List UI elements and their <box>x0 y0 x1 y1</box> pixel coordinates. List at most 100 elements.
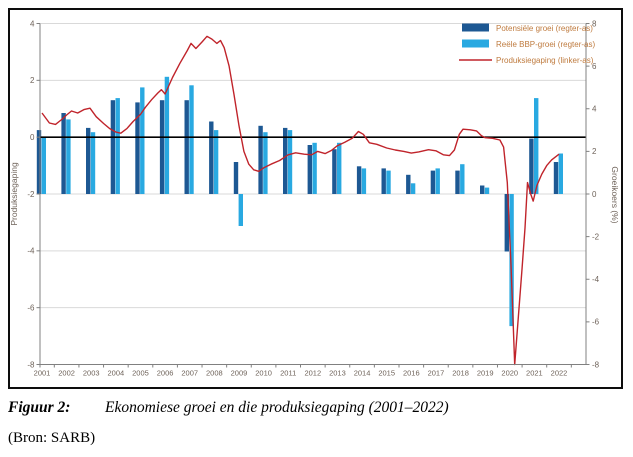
bar-reele-bbp-groei-2020 <box>509 194 514 327</box>
x-tick-label-2010: 2010 <box>255 369 272 378</box>
x-tick-label-2005: 2005 <box>132 369 149 378</box>
bar-reele-bbp-groei-2006 <box>164 76 170 194</box>
x-tick-label-2014: 2014 <box>354 369 371 378</box>
legend-label: Potensiële groei (regter-as) <box>496 24 593 33</box>
right-tick-label: -6 <box>592 318 600 327</box>
x-tick-label-2007: 2007 <box>181 369 198 378</box>
x-tick-label-2003: 2003 <box>83 369 100 378</box>
bar-reele-bbp-groei-2022 <box>558 153 563 194</box>
bar-reele-bbp-groei-2017 <box>435 168 440 194</box>
legend-swatch <box>462 39 489 48</box>
bar-potensiele-groei-2004 <box>110 100 116 194</box>
bar-potensiele-groei-2019 <box>480 185 485 194</box>
figure-caption: Figuur 2: Ekonomiese groei en die produks… <box>8 399 625 417</box>
left-tick-label: -8 <box>27 360 35 369</box>
figure-caption-label: Figuur 2: <box>8 399 71 416</box>
bar-potensiele-groei-2002 <box>61 113 66 194</box>
bar-reele-bbp-groei-2014 <box>361 168 367 194</box>
bar-potensiele-groei-2022 <box>553 162 559 194</box>
bar-reele-bbp-groei-2010 <box>263 132 268 194</box>
bar-reele-bbp-groei-2021 <box>534 98 539 194</box>
x-tick-label-2013: 2013 <box>329 369 346 378</box>
left-tick-label: -6 <box>27 303 35 312</box>
x-tick-label-2018: 2018 <box>452 369 469 378</box>
x-tick-label-2012: 2012 <box>304 369 321 378</box>
left-axis-title: Produksiegaping <box>10 162 19 226</box>
bar-reele-bbp-groei-2011 <box>287 130 293 194</box>
bar-potensiele-groei-2012 <box>307 145 312 194</box>
bar-potensiele-groei-2010 <box>258 125 263 194</box>
bar-potensiele-groei-2003 <box>86 127 91 194</box>
bar-potensiele-groei-2017 <box>430 170 436 194</box>
bar-reele-bbp-groei-2015 <box>386 170 391 194</box>
right-tick-label: 0 <box>592 190 597 199</box>
left-tick-label: 2 <box>30 76 35 85</box>
legend-label: Produksiegaping (linker-as) <box>496 56 594 65</box>
x-tick-label-2004: 2004 <box>108 369 125 378</box>
x-tick-label-2019: 2019 <box>477 369 494 378</box>
bar-potensiele-groei-2014 <box>356 166 362 194</box>
x-tick-label-2016: 2016 <box>403 369 420 378</box>
bar-reele-bbp-groei-2002 <box>66 119 71 194</box>
x-tick-label-2006: 2006 <box>157 369 174 378</box>
left-tick-label: 4 <box>30 19 35 28</box>
x-tick-label-2020: 2020 <box>501 369 518 378</box>
right-axis-title: Groeikoers (%) <box>610 166 620 223</box>
x-tick-label-2015: 2015 <box>378 369 395 378</box>
bar-reele-bbp-groei-2019 <box>484 187 490 194</box>
bar-potensiele-groei-2021 <box>529 138 534 194</box>
left-tick-label: 0 <box>30 133 35 142</box>
bar-reele-bbp-groei-2009 <box>238 194 243 226</box>
legend-swatch <box>462 23 489 32</box>
legend-item: Potensiële groei (regter-as) <box>462 23 593 33</box>
legend-item: Produksiegaping (linker-as) <box>459 56 594 65</box>
x-tick-label-2011: 2011 <box>280 369 296 378</box>
bar-reele-bbp-groei-2007 <box>189 85 194 194</box>
legend-item: Reële BBP-groei (regter-as) <box>462 39 595 49</box>
bar-potensiele-groei-2001 <box>36 130 42 194</box>
bar-potensiele-groei-2013 <box>332 149 337 194</box>
left-tick-label: -4 <box>27 247 35 256</box>
bar-potensiele-groei-2006 <box>159 100 165 194</box>
x-tick-label-2017: 2017 <box>428 369 445 378</box>
chart-frame: 4 2 0 -2 -4 -6 -8 8 6 4 2 0 -2 -4 -6 -8 2001 2002 2003 2004… <box>8 8 623 389</box>
right-tick-label: -8 <box>592 360 600 369</box>
bar-potensiele-groei-2009 <box>233 162 239 194</box>
right-tick-label: 4 <box>592 105 597 114</box>
figure-caption-title: Ekonomiese groei en die produksiegaping … <box>105 399 449 416</box>
x-tick-label-2002: 2002 <box>58 369 75 378</box>
bar-reele-bbp-groei-2001 <box>41 136 46 194</box>
right-tick-label: -4 <box>592 275 600 284</box>
right-tick-label: 2 <box>592 147 597 156</box>
bar-potensiele-groei-2005 <box>135 102 140 194</box>
right-tick-label: 6 <box>592 62 597 71</box>
bar-reele-bbp-groei-2018 <box>460 164 465 194</box>
x-tick-label-2001: 2001 <box>34 369 51 378</box>
bar-potensiele-groei-2011 <box>283 127 288 194</box>
bar-reele-bbp-groei-2013 <box>337 142 342 194</box>
bar-potensiele-groei-2007 <box>184 100 189 194</box>
bar-potensiele-groei-2016 <box>406 174 411 194</box>
x-tick-label-2022: 2022 <box>551 369 568 378</box>
bar-reele-bbp-groei-2008 <box>213 130 219 194</box>
bar-potensiele-groei-2008 <box>209 121 214 194</box>
x-tick-label-2008: 2008 <box>206 369 223 378</box>
output-gap-line <box>41 35 560 366</box>
right-tick-label: 8 <box>592 19 597 28</box>
bar-reele-bbp-groei-2005 <box>140 87 145 194</box>
bar-potensiele-groei-2020 <box>504 194 509 252</box>
bar-reele-bbp-groei-2004 <box>115 98 120 194</box>
bar-reele-bbp-groei-2016 <box>410 183 416 194</box>
left-tick-label: -2 <box>27 190 35 199</box>
legend-label: Reële BBP-groei (regter-as) <box>496 40 595 49</box>
x-tick-label-2021: 2021 <box>526 369 543 378</box>
bar-potensiele-groei-2018 <box>455 170 460 194</box>
bar-reele-bbp-groei-2003 <box>90 132 96 194</box>
right-tick-label: -2 <box>592 232 600 241</box>
bar-reele-bbp-groei-2012 <box>312 142 317 194</box>
figure-source: (Bron: SARB) <box>8 430 96 446</box>
x-tick-label-2009: 2009 <box>231 369 248 378</box>
bar-potensiele-groei-2015 <box>381 168 386 194</box>
